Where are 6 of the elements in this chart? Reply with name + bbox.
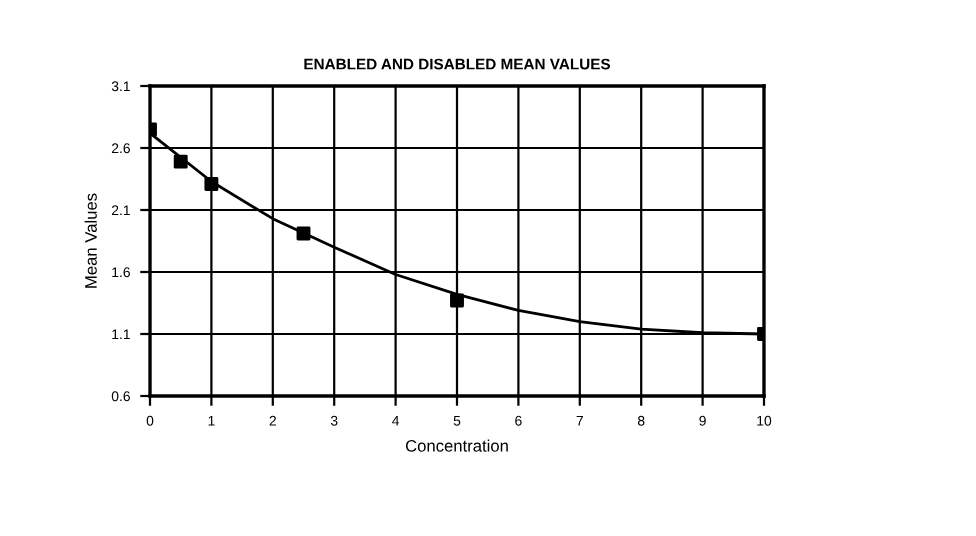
y-axis-title: Mean Values <box>84 193 97 288</box>
point <box>450 293 464 308</box>
point <box>173 154 188 169</box>
x-axis-title: Concentration <box>405 439 508 452</box>
point <box>296 226 311 241</box>
point <box>204 177 219 191</box>
